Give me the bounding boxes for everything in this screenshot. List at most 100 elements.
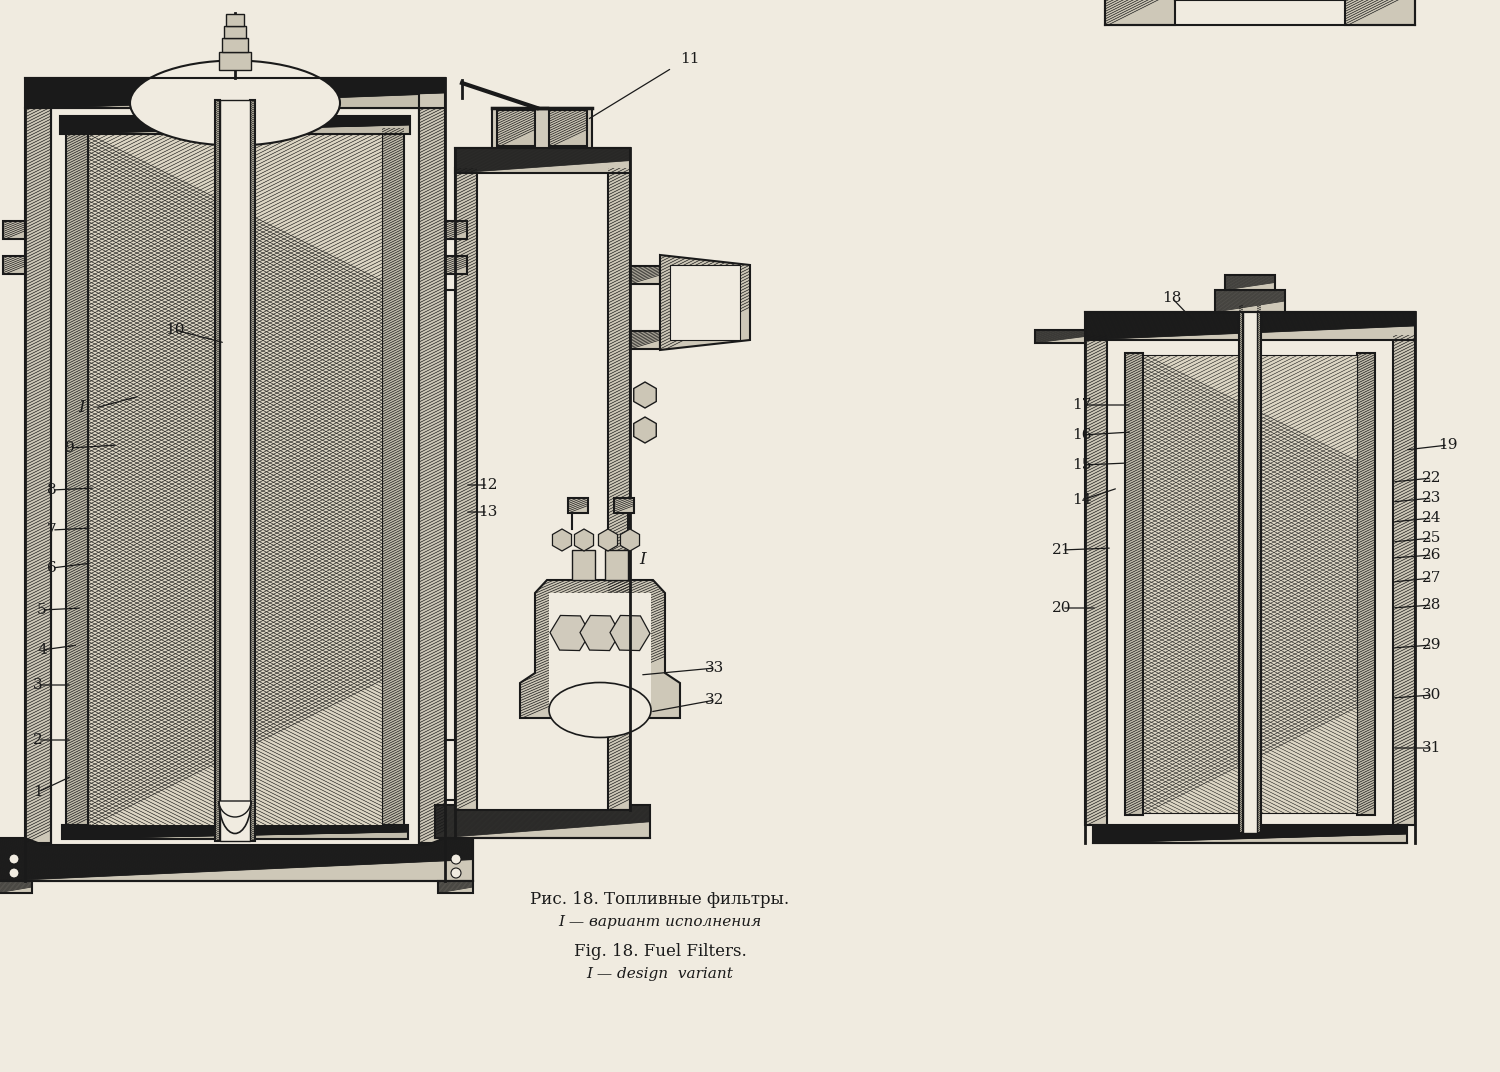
Polygon shape <box>438 881 472 893</box>
Bar <box>88 134 382 827</box>
Polygon shape <box>630 331 660 349</box>
Text: 3: 3 <box>33 678 44 693</box>
Polygon shape <box>435 805 650 838</box>
Polygon shape <box>1143 355 1358 813</box>
Bar <box>60 116 410 134</box>
Text: 9: 9 <box>64 441 75 455</box>
Bar <box>477 168 608 810</box>
Text: 27: 27 <box>1422 571 1442 585</box>
Polygon shape <box>630 266 660 284</box>
Text: 5: 5 <box>38 602 46 617</box>
Bar <box>1143 355 1358 813</box>
Bar <box>62 825 408 839</box>
Ellipse shape <box>549 683 651 738</box>
Polygon shape <box>630 266 660 284</box>
Bar <box>446 228 454 291</box>
Text: 31: 31 <box>1422 741 1442 755</box>
Circle shape <box>9 854 20 864</box>
Polygon shape <box>446 256 466 274</box>
Polygon shape <box>1226 276 1275 291</box>
Text: 18: 18 <box>1162 291 1182 306</box>
Polygon shape <box>608 168 630 810</box>
Text: 8: 8 <box>46 483 57 497</box>
Polygon shape <box>568 498 588 513</box>
Polygon shape <box>520 580 680 718</box>
Circle shape <box>452 854 460 864</box>
Bar <box>572 550 596 580</box>
Polygon shape <box>26 108 51 843</box>
Text: I — вариант исполнения: I — вариант исполнения <box>558 915 762 929</box>
Polygon shape <box>51 81 419 108</box>
Bar <box>614 498 634 513</box>
Text: 21: 21 <box>1053 544 1071 557</box>
Bar <box>1084 312 1414 340</box>
Polygon shape <box>0 881 32 893</box>
Bar <box>26 108 51 843</box>
Bar <box>549 593 651 710</box>
Polygon shape <box>438 881 472 893</box>
Polygon shape <box>446 221 466 239</box>
Text: I: I <box>78 400 86 417</box>
Circle shape <box>9 868 20 878</box>
Text: 29: 29 <box>1422 638 1442 652</box>
Polygon shape <box>446 221 466 239</box>
Bar <box>219 53 251 70</box>
Bar <box>220 100 251 842</box>
Polygon shape <box>1106 0 1174 25</box>
Bar <box>670 265 740 340</box>
Polygon shape <box>1035 330 1084 343</box>
Polygon shape <box>435 805 650 838</box>
Bar <box>251 100 255 842</box>
Text: 16: 16 <box>1072 428 1092 442</box>
Bar <box>1084 334 1107 825</box>
Text: 17: 17 <box>1072 398 1092 412</box>
Text: 7: 7 <box>46 523 57 537</box>
Polygon shape <box>660 255 750 349</box>
Text: 2: 2 <box>33 733 44 747</box>
Polygon shape <box>454 168 477 810</box>
Polygon shape <box>1106 0 1174 25</box>
Polygon shape <box>1125 353 1143 815</box>
Text: 32: 32 <box>705 693 724 708</box>
Polygon shape <box>0 838 472 881</box>
Text: 25: 25 <box>1422 531 1442 545</box>
Text: 14: 14 <box>1072 493 1092 507</box>
Polygon shape <box>1358 353 1376 815</box>
Bar <box>222 38 248 53</box>
Bar <box>608 168 630 810</box>
Bar <box>1358 353 1376 815</box>
Text: I: I <box>639 551 646 568</box>
Bar <box>66 128 88 829</box>
Polygon shape <box>496 110 536 146</box>
Text: 15: 15 <box>1072 458 1092 472</box>
Text: I — design  variant: I — design variant <box>586 967 734 981</box>
Polygon shape <box>88 134 382 827</box>
Polygon shape <box>60 116 410 134</box>
Bar <box>26 78 445 108</box>
Text: 30: 30 <box>1422 688 1442 702</box>
Polygon shape <box>0 838 472 881</box>
Bar <box>224 26 246 38</box>
Bar <box>1125 353 1143 815</box>
Text: 28: 28 <box>1422 598 1442 612</box>
Bar <box>1394 334 1414 825</box>
Polygon shape <box>26 78 445 108</box>
Polygon shape <box>3 221 26 239</box>
Text: 12: 12 <box>478 478 498 492</box>
Polygon shape <box>382 128 404 829</box>
Circle shape <box>452 868 460 878</box>
Text: Рис. 18. Топливные фильтры.: Рис. 18. Топливные фильтры. <box>531 892 789 908</box>
Polygon shape <box>214 100 220 842</box>
Polygon shape <box>251 100 255 842</box>
Polygon shape <box>1084 334 1107 825</box>
Text: 23: 23 <box>1422 491 1442 505</box>
Text: 13: 13 <box>478 505 498 519</box>
Text: 6: 6 <box>46 561 57 575</box>
Polygon shape <box>630 331 660 349</box>
Polygon shape <box>62 825 408 839</box>
Polygon shape <box>614 498 634 513</box>
Polygon shape <box>3 256 26 274</box>
Text: 26: 26 <box>1422 548 1442 562</box>
Bar <box>51 108 419 843</box>
Polygon shape <box>520 580 680 718</box>
